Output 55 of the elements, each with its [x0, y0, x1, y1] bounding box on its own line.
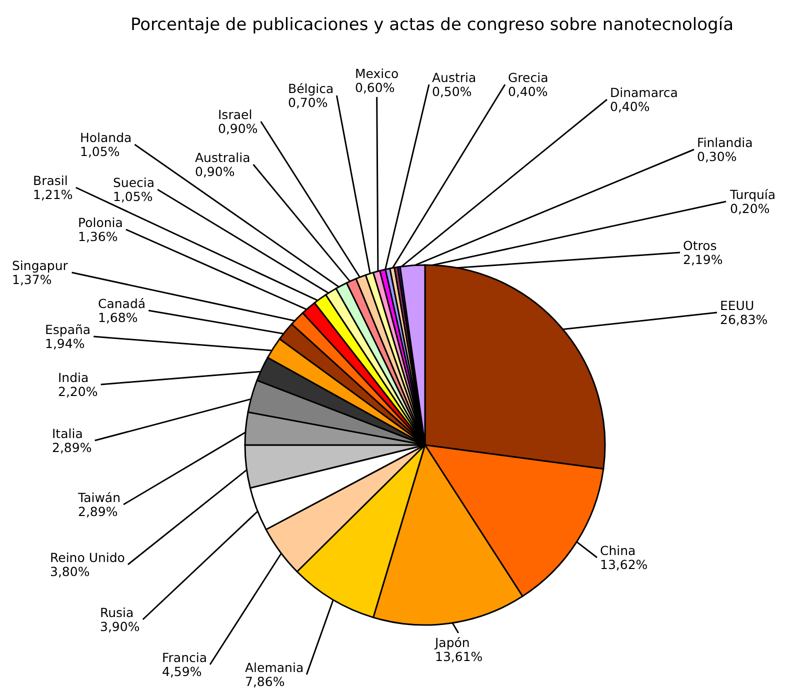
data-label: 13,62% [600, 557, 648, 572]
data-label: 2,20% [58, 384, 98, 399]
data-label: 26,83% [720, 312, 768, 327]
slice-label: China [600, 543, 636, 558]
data-label: 0,30% [697, 149, 737, 164]
slice-label: Reino Unido [50, 550, 125, 565]
data-label: 2,19% [683, 252, 723, 267]
data-label: 2,89% [78, 504, 118, 519]
slice-label: España [45, 322, 91, 337]
data-label: 1,68% [98, 310, 138, 325]
slice-label: Italia [52, 426, 83, 441]
data-label: 0,40% [508, 84, 548, 99]
slice-label: Israel [218, 107, 252, 122]
data-label: 4,59% [162, 664, 202, 679]
data-label: 1,36% [78, 229, 118, 244]
chart-title: Porcentaje de publicaciones y actas de congreso sobre nanotecnología [130, 15, 734, 35]
slice-label: Holanda [80, 130, 132, 145]
slice-label: Singapur [12, 258, 69, 273]
slice-label: Dinamarca [610, 85, 678, 100]
data-label: 0,20% [730, 201, 770, 216]
slice-label: Brasil [33, 173, 68, 188]
data-label: 7,86% [245, 674, 285, 689]
data-label: 0,90% [218, 121, 258, 136]
slice-label: Polonia [78, 215, 123, 230]
data-label: 0,50% [432, 84, 472, 99]
slice-label: Otros [683, 238, 717, 253]
data-label: 3,90% [100, 619, 140, 634]
slice-label: Grecia [508, 70, 548, 85]
slice-label: Francia [162, 650, 208, 665]
slice-label: Taiwán [77, 490, 121, 505]
slice-label: Mexico [355, 66, 399, 81]
data-label: 2,89% [52, 440, 92, 455]
data-label: 0,70% [288, 95, 328, 110]
data-label: 1,21% [33, 187, 73, 202]
slice-label: Canadá [98, 296, 146, 311]
data-label: 1,05% [80, 144, 120, 159]
slice-label: EEUU [720, 298, 754, 313]
slice-label: Rusia [100, 605, 134, 620]
data-label: 1,94% [45, 336, 85, 351]
data-label: 0,40% [610, 99, 650, 114]
data-label: 0,60% [355, 80, 395, 95]
slice-label: India [58, 370, 89, 385]
slice-label: Austria [432, 70, 476, 85]
data-label: 0,90% [195, 164, 235, 179]
slice-label: Turquía [729, 187, 776, 202]
slice-label: Suecia [113, 175, 155, 190]
slice-label: Bélgica [288, 81, 334, 96]
data-label: 13,61% [435, 649, 483, 664]
data-label: 1,37% [12, 272, 52, 287]
slice-label: Finlandia [697, 135, 753, 150]
slice-label: Australia [195, 150, 250, 165]
data-label: 1,05% [113, 189, 153, 204]
data-label: 3,80% [50, 564, 90, 579]
slice-label: Japón [434, 635, 470, 650]
slice-label: Alemania [245, 660, 304, 675]
